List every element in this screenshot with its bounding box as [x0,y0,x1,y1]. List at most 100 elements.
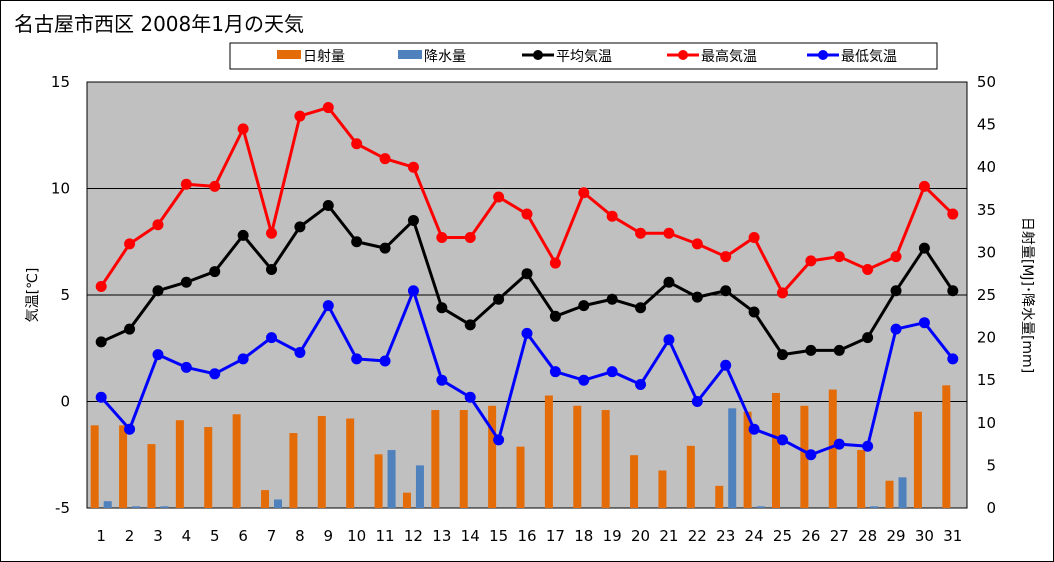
bar-日射量 [204,427,213,508]
data-point [549,310,561,322]
left-tick-label: 15 [51,73,70,91]
bar-日射量 [289,433,298,508]
legend-label: 降水量 [424,49,466,65]
data-point [322,300,334,312]
bar-日射量 [119,425,128,508]
bar-日射量 [715,485,724,508]
x-tick-label: 15 [489,527,508,545]
bar-日射量 [828,389,837,508]
data-point [237,229,249,241]
bar-日射量 [516,446,525,508]
x-tick-label: 27 [830,527,849,545]
data-point [549,257,561,269]
data-point [663,227,675,239]
x-tick-label: 8 [295,527,305,545]
data-point [124,238,136,250]
x-tick-label: 13 [432,527,451,545]
data-point [436,374,448,386]
data-point [351,353,363,365]
data-point [266,332,278,344]
data-point [95,336,107,348]
x-tick-label: 1 [96,527,106,545]
data-point [493,191,505,203]
bar-日射量 [402,492,411,508]
data-point [776,287,788,299]
data-point [663,334,675,346]
right-tick-label: 50 [977,73,996,91]
data-point [180,178,192,190]
data-point [351,138,363,150]
data-point [436,302,448,314]
right-tick-label: 30 [977,243,996,261]
x-tick-label: 4 [182,527,192,545]
data-point [322,102,334,114]
legend-marker [678,50,688,60]
data-point [776,434,788,446]
x-tick-label: 12 [404,527,423,545]
right-tick-label: 0 [986,499,996,517]
bar-降水量 [728,408,737,508]
bar-日射量 [232,414,241,508]
bar-降水量 [103,501,112,508]
data-point [606,366,618,378]
legend-label: 最高気温 [701,48,757,65]
data-point [805,344,817,356]
data-point [521,268,533,280]
data-point [209,266,221,278]
left-axis-label: 気温[℃] [25,268,41,323]
series-最低気温 [95,285,959,461]
data-point [862,263,874,275]
data-point [521,327,533,339]
right-tick-label: 45 [977,116,996,134]
data-point [635,302,647,314]
bar-日射量 [459,410,468,508]
x-tick-label: 25 [773,527,792,545]
x-tick-label: 2 [125,527,135,545]
bar-日射量 [431,410,440,508]
x-tick-label: 17 [546,527,565,545]
bar-日射量 [544,395,553,508]
right-tick-label: 40 [977,158,996,176]
x-tick-label: 26 [801,527,820,545]
data-point [720,359,732,371]
x-tick-label: 18 [574,527,593,545]
legend-swatch [398,50,422,59]
data-point [578,187,590,199]
data-point [152,285,164,297]
legend: 日射量 降水量 平均気温 最高気温 最低気温 [229,42,938,70]
data-point [748,423,760,435]
data-point [890,251,902,263]
data-point [947,285,959,297]
x-tick-label: 28 [858,527,877,545]
data-point [464,319,476,331]
bar-降水量 [160,506,169,508]
x-tick-label: 10 [347,527,366,545]
data-point [464,231,476,243]
x-tick-label: 3 [153,527,163,545]
bar-日射量 [90,425,99,508]
bar-日射量 [488,405,497,508]
series-平均気温 [95,200,959,361]
bar-降水量 [870,506,879,508]
data-point [578,300,590,312]
bar-降水量 [756,506,765,508]
legend-swatch [277,50,301,59]
bar-降水量 [387,450,396,508]
x-tick-label: 24 [745,527,764,545]
series-最高気温 [95,102,959,299]
data-point [124,423,136,435]
bar-降水量 [132,506,141,508]
data-point [379,355,391,367]
line-series [95,102,959,461]
right-tick-label: 20 [977,329,996,347]
data-point [748,231,760,243]
data-point [266,227,278,239]
bar-日射量 [346,418,355,508]
data-point [947,353,959,365]
bar-日射量 [942,385,951,508]
bar-日射量 [857,450,866,508]
x-tick-label: 22 [688,527,707,545]
data-point [805,255,817,267]
data-point [691,238,703,250]
